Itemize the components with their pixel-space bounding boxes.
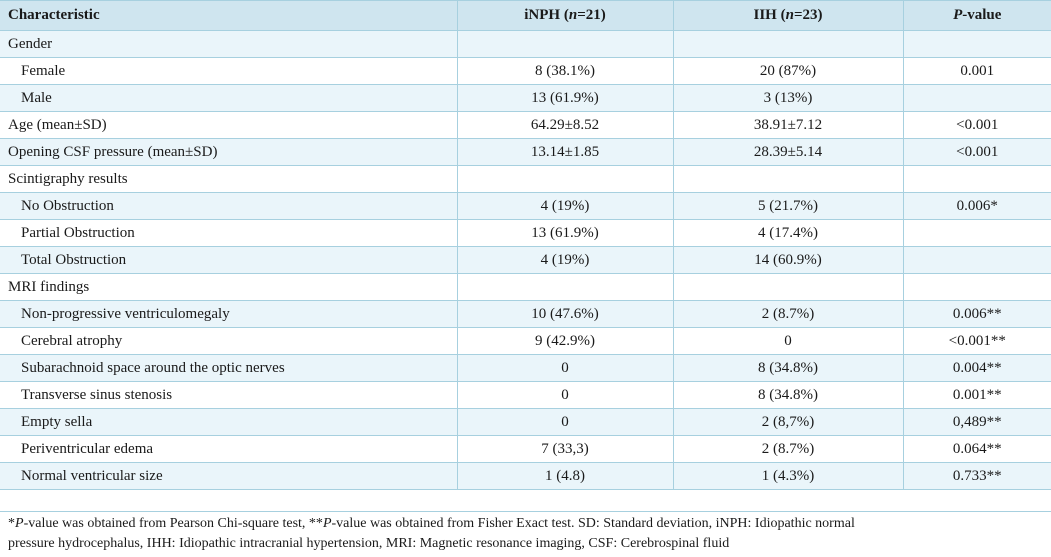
cell-iih: 2 (8.7%) (673, 300, 904, 328)
row-label: Scintigraphy results (0, 165, 458, 193)
table-row: Partial Obstruction 13 (61.9%) 4 (17.4%) (0, 219, 1051, 247)
cell-pvalue: 0,489** (903, 408, 1051, 436)
table-row: Periventricular edema 7 (33,3) 2 (8.7%) 0.0… (0, 435, 1051, 463)
row-label: Gender (0, 30, 458, 58)
row-label: Male (0, 84, 458, 112)
table-row: Empty sella 0 2 (8,7%) 0,489** (0, 408, 1051, 436)
row-label: No Obstruction (0, 192, 458, 220)
cell-inph: 7 (33,3) (457, 435, 674, 463)
table-row: MRI findings (0, 273, 1051, 301)
row-label: Total Obstruction (0, 246, 458, 274)
table-footnote: *P-value was obtained from Pearson Chi-s… (0, 511, 1051, 557)
table-row: No Obstruction 4 (19%) 5 (21.7%) 0.006* (0, 192, 1051, 220)
footnote-line-2: pressure hydrocephalus, IHH: Idiopathic … (8, 536, 730, 551)
row-label: Non-progressive ventriculomegaly (0, 300, 458, 328)
row-label: MRI findings (0, 273, 458, 301)
row-label: Subarachnoid space around the optic nerv… (0, 354, 458, 382)
table-row: Male 13 (61.9%) 3 (13%) (0, 84, 1051, 112)
table-row: Normal ventricular size 1 (4.8) 1 (4.3%) 0.… (0, 462, 1051, 490)
cell-pvalue: <0.001 (903, 138, 1051, 166)
header-inph: iNPH (n=21) (457, 0, 674, 31)
row-label: Cerebral atrophy (0, 327, 458, 355)
cell-pvalue: 0.006* (903, 192, 1051, 220)
cell-iih: 0 (673, 327, 904, 355)
row-label: Female (0, 57, 458, 85)
table-row: Total Obstruction 4 (19%) 14 (60.9%) (0, 246, 1051, 274)
cell-iih (673, 30, 904, 58)
header-iih: IIH (n=23) (673, 0, 904, 31)
cell-pvalue: 0.004** (903, 354, 1051, 382)
cell-pvalue: 0.006** (903, 300, 1051, 328)
cell-iih: 2 (8.7%) (673, 435, 904, 463)
cell-iih: 20 (87%) (673, 57, 904, 85)
header-characteristic: Characteristic (0, 0, 458, 31)
row-label: Empty sella (0, 408, 458, 436)
row-label: Transverse sinus stenosis (0, 381, 458, 409)
cell-iih (673, 165, 904, 193)
cell-pvalue: <0.001 (903, 111, 1051, 139)
cell-inph (457, 30, 674, 58)
cell-inph: 13 (61.9%) (457, 219, 674, 247)
table-row: Gender (0, 30, 1051, 58)
row-label: Opening CSF pressure (mean±SD) (0, 138, 458, 166)
cell-inph (457, 165, 674, 193)
cell-iih: 1 (4.3%) (673, 462, 904, 490)
table-row: Subarachnoid space around the optic nerv… (0, 354, 1051, 382)
cell-pvalue (903, 84, 1051, 112)
cell-iih (673, 273, 904, 301)
cell-iih: 8 (34.8%) (673, 381, 904, 409)
cell-iih: 5 (21.7%) (673, 192, 904, 220)
table-row: Female 8 (38.1%) 20 (87%) 0.001 (0, 57, 1051, 85)
cell-inph: 64.29±8.52 (457, 111, 674, 139)
row-label: Periventricular edema (0, 435, 458, 463)
cell-inph: 13 (61.9%) (457, 84, 674, 112)
cell-iih: 2 (8,7%) (673, 408, 904, 436)
table-row: Non-progressive ventriculomegaly 10 (47.6… (0, 300, 1051, 328)
cell-pvalue (903, 273, 1051, 301)
cell-inph: 10 (47.6%) (457, 300, 674, 328)
cell-pvalue (903, 219, 1051, 247)
cell-pvalue: 0.001 (903, 57, 1051, 85)
cell-iih: 38.91±7.12 (673, 111, 904, 139)
table-header-row: Characteristic iNPH (n=21) IIH (n=23) P-… (0, 0, 1051, 31)
cell-iih: 28.39±5.14 (673, 138, 904, 166)
cell-pvalue (903, 165, 1051, 193)
table-row: Cerebral atrophy 9 (42.9%) 0 <0.001** (0, 327, 1051, 355)
row-label: Normal ventricular size (0, 462, 458, 490)
cell-inph: 4 (19%) (457, 192, 674, 220)
cell-iih: 3 (13%) (673, 84, 904, 112)
table-row: Transverse sinus stenosis 0 8 (34.8%) 0.001… (0, 381, 1051, 409)
characteristics-table: Characteristic iNPH (n=21) IIH (n=23) P-… (0, 0, 1051, 490)
table-row: Age (mean±SD) 64.29±8.52 38.91±7.12 <0.001 (0, 111, 1051, 139)
cell-inph: 0 (457, 354, 674, 382)
cell-pvalue: 0.001** (903, 381, 1051, 409)
cell-inph: 4 (19%) (457, 246, 674, 274)
row-label: Age (mean±SD) (0, 111, 458, 139)
cell-inph: 1 (4.8) (457, 462, 674, 490)
cell-inph: 0 (457, 381, 674, 409)
cell-pvalue: 0.733** (903, 462, 1051, 490)
cell-inph: 8 (38.1%) (457, 57, 674, 85)
cell-inph: 9 (42.9%) (457, 327, 674, 355)
cell-inph: 0 (457, 408, 674, 436)
cell-pvalue: 0.064** (903, 435, 1051, 463)
cell-pvalue (903, 30, 1051, 58)
row-label: Partial Obstruction (0, 219, 458, 247)
cell-inph: 13.14±1.85 (457, 138, 674, 166)
cell-iih: 14 (60.9%) (673, 246, 904, 274)
header-pvalue: P-value (903, 0, 1051, 31)
cell-inph (457, 273, 674, 301)
cell-pvalue (903, 246, 1051, 274)
table-row: Opening CSF pressure (mean±SD) 13.14±1.85… (0, 138, 1051, 166)
cell-iih: 4 (17.4%) (673, 219, 904, 247)
cell-iih: 8 (34.8%) (673, 354, 904, 382)
cell-pvalue: <0.001** (903, 327, 1051, 355)
table-row: Scintigraphy results (0, 165, 1051, 193)
footnote-line-1: *P-value was obtained from Pearson Chi-s… (8, 516, 855, 531)
